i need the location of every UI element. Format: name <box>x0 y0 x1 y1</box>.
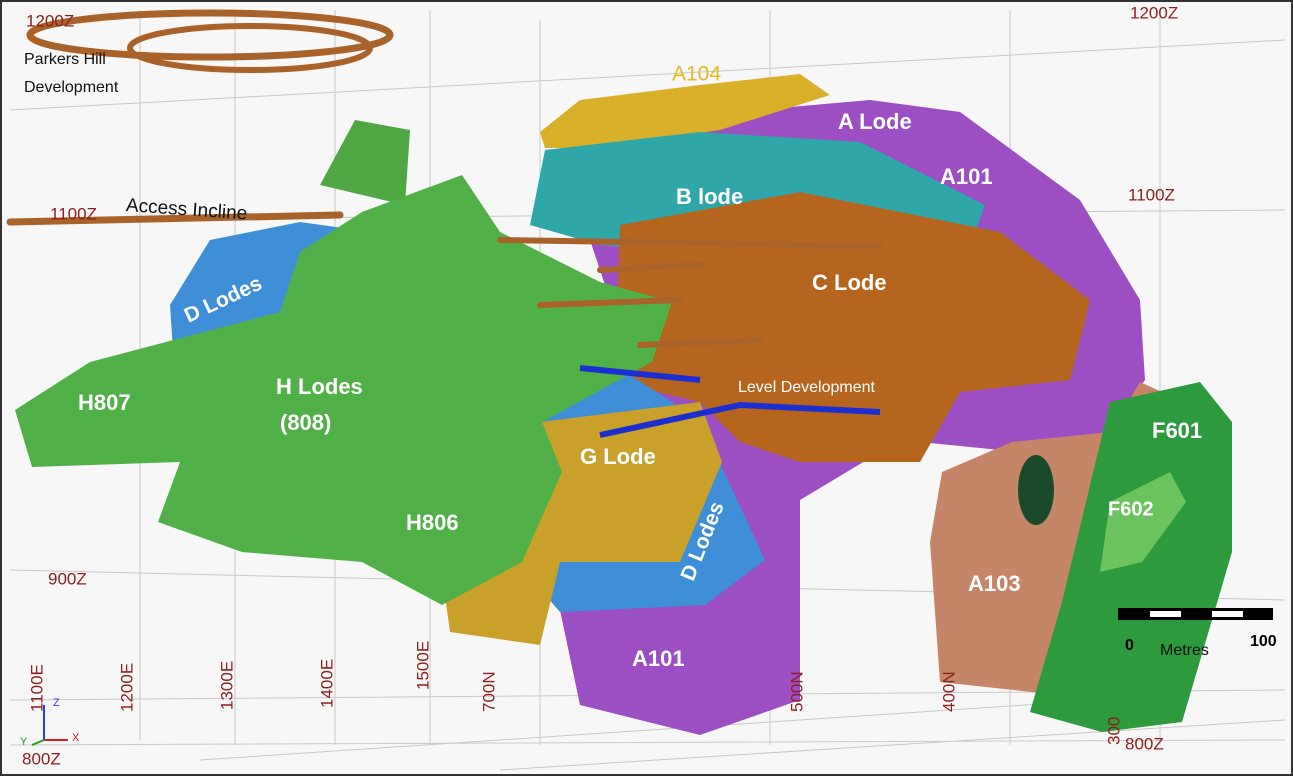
lode-label: Development <box>24 79 119 96</box>
grid-label: 1200Z <box>1130 3 1178 22</box>
lode-label: F602 <box>1108 498 1154 520</box>
grid-label: 500N <box>787 671 806 712</box>
a103-hole <box>1018 455 1054 525</box>
grid-label: 1400E <box>317 659 336 708</box>
parkers-hill-tunnels <box>26 9 394 73</box>
grid-label: 1100Z <box>1128 185 1175 204</box>
lode-label: A Lode <box>838 109 912 134</box>
lode-label: A101 <box>940 164 993 189</box>
scale-end: 100 <box>1250 633 1277 650</box>
grid-label: 700N <box>479 671 498 712</box>
lode-label: H Lodes <box>276 374 363 399</box>
h-lode-spire <box>320 120 410 205</box>
grid-label: 400N <box>939 671 958 712</box>
lode-label: A103 <box>968 571 1021 596</box>
axis-letter: Y <box>20 736 28 748</box>
lode-label: H806 <box>406 510 459 535</box>
grid-label: 900Z <box>48 569 87 588</box>
grid-label: 800Z <box>1125 734 1164 753</box>
lode-label: A101 <box>632 646 685 671</box>
grid-label: 1100E <box>27 664 46 712</box>
grid-label: 1200Z <box>26 11 74 30</box>
grid-label: 1300E <box>217 661 236 710</box>
lode-label: A104 <box>672 63 721 86</box>
lode-label: G Lode <box>580 444 656 469</box>
c-lode <box>615 192 1090 462</box>
grid-label: 1200E <box>117 663 136 712</box>
lode-label: B lode <box>676 184 743 209</box>
grid-label: 1500E <box>413 641 432 690</box>
h-lodes <box>15 175 672 605</box>
scale-bar <box>1118 608 1273 620</box>
lode-label: F601 <box>1152 418 1202 443</box>
tunnels <box>6 211 883 438</box>
lode-label: (808) <box>280 410 331 435</box>
lode-label: C Lode <box>812 270 887 295</box>
grid-label: 300 <box>1104 717 1123 745</box>
scale-unit: Metres <box>1160 642 1209 659</box>
grid-label: 800Z <box>22 749 61 768</box>
lode-label: Level Development <box>738 379 876 396</box>
axis-letter: Z <box>53 697 60 709</box>
a104-lode <box>540 74 830 148</box>
axis-letter: X <box>72 732 80 744</box>
f602-lode <box>1100 472 1186 572</box>
lode-label: H807 <box>78 390 131 415</box>
grid-label: 1100Z <box>50 204 97 223</box>
axes-triad <box>31 705 68 746</box>
lode-label: Parkers Hill <box>24 51 106 68</box>
scale-start: 0 <box>1125 637 1134 654</box>
